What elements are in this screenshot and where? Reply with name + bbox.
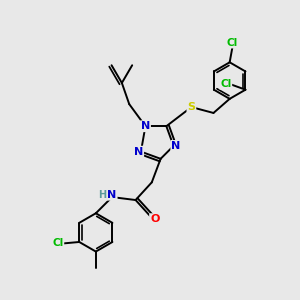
Text: Cl: Cl xyxy=(227,38,238,48)
Text: H: H xyxy=(98,190,107,200)
Text: Cl: Cl xyxy=(220,79,231,89)
Text: S: S xyxy=(188,102,195,112)
Text: N: N xyxy=(134,147,143,157)
Text: N: N xyxy=(171,141,181,151)
Text: O: O xyxy=(150,214,159,224)
Text: N: N xyxy=(107,190,117,200)
Text: N: N xyxy=(141,121,150,131)
Text: Cl: Cl xyxy=(52,238,63,248)
